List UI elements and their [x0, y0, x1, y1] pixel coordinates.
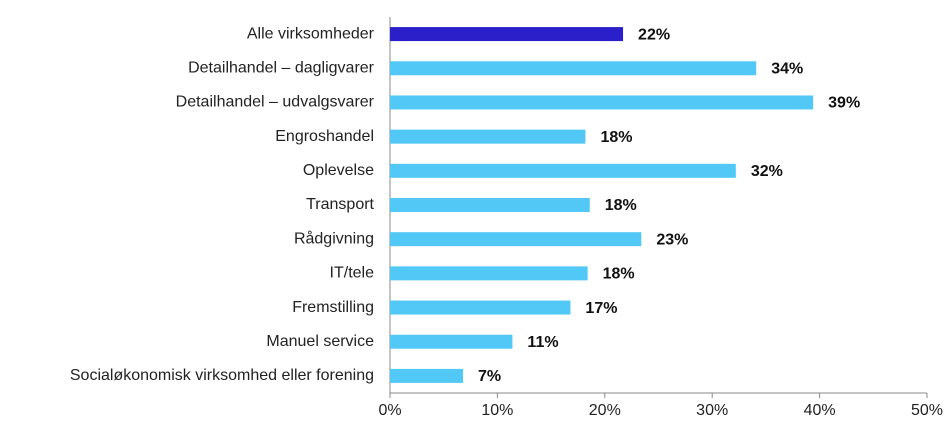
value-label: 39%	[828, 95, 860, 112]
value-label: 34%	[771, 60, 803, 77]
value-label: 23%	[656, 231, 688, 248]
bar	[390, 198, 590, 212]
y-tick-label: Socialøkonomisk virksomhed eller forenin…	[70, 367, 374, 384]
value-label: 18%	[600, 129, 632, 146]
x-tick-label: 30%	[696, 402, 728, 419]
x-tick-label: 0%	[378, 402, 401, 419]
value-label: 22%	[638, 26, 670, 43]
y-tick-label: Rådgivning	[294, 229, 374, 247]
bar	[390, 95, 814, 110]
bar	[390, 27, 624, 42]
bar	[390, 61, 757, 76]
y-tick-label: Transport	[306, 196, 374, 213]
x-tick-label: 40%	[804, 402, 836, 419]
value-label: 18%	[603, 266, 635, 283]
bar	[390, 300, 571, 315]
bar	[390, 266, 588, 281]
y-tick-label: IT/tele	[330, 265, 375, 282]
y-tick-label: Oplevelse	[303, 162, 374, 179]
y-tick-label: Alle virksomheder	[247, 25, 375, 42]
y-tick-label: Detailhandel – udvalgsvarer	[176, 94, 375, 111]
value-label: 7%	[478, 368, 501, 385]
y-tick-label: Fremstilling	[292, 299, 374, 316]
x-tick-label: 10%	[481, 402, 513, 419]
y-tick-label: Detailhandel – dagligvarer	[188, 59, 375, 76]
x-tick-label: 50%	[911, 402, 943, 419]
bar	[390, 232, 642, 247]
y-tick-label: Manuel service	[266, 333, 374, 350]
bar	[390, 334, 513, 349]
y-tick-label: Engroshandel	[275, 128, 374, 145]
value-label: 11%	[527, 334, 558, 351]
bar	[390, 129, 586, 144]
value-label: 18%	[605, 197, 637, 214]
value-label: 32%	[751, 163, 783, 180]
value-label: 17%	[585, 300, 617, 317]
bar	[390, 368, 464, 383]
x-tick-label: 20%	[589, 402, 621, 419]
bar	[390, 163, 736, 178]
